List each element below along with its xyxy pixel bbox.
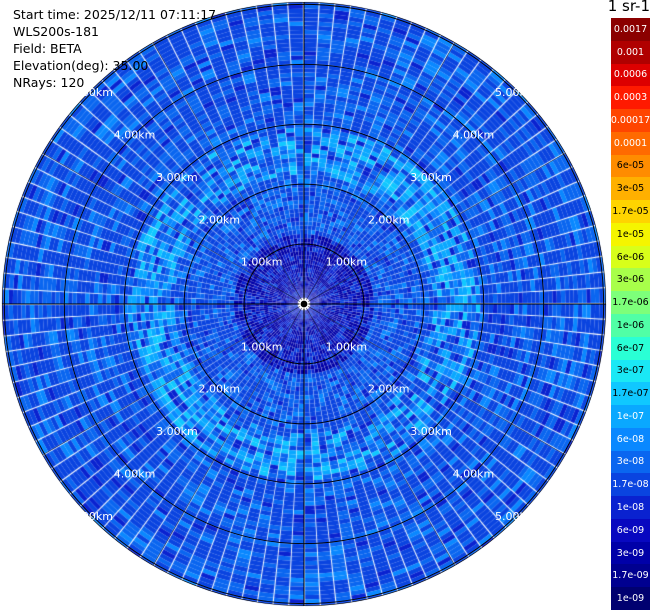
range-ring-label: 5.00km — [71, 86, 113, 99]
colorbar-tick-label: 6e-05 — [611, 154, 650, 178]
colorbar-tick-label: 0.00017 — [611, 109, 650, 132]
range-ring-label: 2.00km — [198, 213, 240, 226]
range-ring-label: 5.00km — [71, 510, 113, 523]
range-ring-label: 2.00km — [368, 213, 410, 226]
range-ring-label: 3.00km — [410, 171, 452, 184]
colorbar-tick-label: 1e-07 — [611, 405, 650, 428]
range-ring-label: 2.00km — [368, 383, 410, 396]
range-ring-label: 3.00km — [156, 425, 198, 438]
range-ring-label: 1.00km — [241, 340, 283, 353]
elevation-label: Elevation(deg): 35.00 — [13, 58, 149, 73]
colorbar-tick-label: 1e-06 — [611, 314, 650, 337]
colorbar-title: m-1 sr-1 — [608, 0, 650, 15]
colorbar-tick-label: 3e-06 — [611, 268, 650, 292]
radar-site-marker — [299, 299, 309, 309]
colorbar-tick-label: 1e-09 — [611, 587, 650, 610]
colorbar-tick-label: 1e-05 — [611, 222, 650, 246]
colorbar-tick-label: 6e-08 — [611, 427, 650, 451]
range-ring-label: 5.00km — [495, 510, 537, 523]
colorbar-tick-label: 0.0001 — [611, 131, 650, 155]
range-ring-label: 5.00km — [495, 86, 537, 99]
range-ring — [123, 123, 485, 485]
colorbar-tick-label: 0.001 — [611, 40, 650, 64]
colorbar-tick-label: 3e-07 — [611, 359, 650, 383]
nrays-label: NRays: 120 — [13, 75, 85, 90]
field-label: Field: BETA — [13, 41, 82, 56]
range-ring-label: 4.00km — [114, 467, 156, 480]
colorbar-tick-label: 3e-09 — [611, 541, 650, 565]
colorbar-tick-label: 1.7e-07 — [611, 382, 650, 406]
range-ring — [63, 63, 545, 545]
colorbar-tick-label: 1.7e-05 — [611, 200, 650, 223]
range-ring — [183, 183, 425, 425]
colorbar-tick-label: 0.0006 — [611, 63, 650, 87]
range-ring-label: 1.00km — [326, 256, 368, 269]
range-ring-label: 4.00km — [114, 129, 156, 142]
colorbar-tick-label: 3e-05 — [611, 177, 650, 201]
range-ring-label: 3.00km — [410, 425, 452, 438]
colorbar-tick-label: 6e-06 — [611, 245, 650, 269]
colorbar-tick-label: 6e-07 — [611, 336, 650, 360]
range-ring-label: 4.00km — [453, 129, 495, 142]
outer-boundary — [1, 1, 607, 607]
instrument-label: WLS200s-181 — [13, 24, 99, 39]
colorbar-tick-label: 0.0017 — [611, 18, 650, 41]
range-ring-label: 3.00km — [156, 171, 198, 184]
range-ring-label: 1.00km — [326, 340, 368, 353]
colorbar-tick-label: 1.7e-09 — [611, 564, 650, 588]
range-ring-label: 1.00km — [241, 256, 283, 269]
colorbar-tick-label: 1.7e-08 — [611, 473, 650, 497]
colorbar-tick-label: 3e-08 — [611, 450, 650, 474]
range-ring-label: 4.00km — [453, 467, 495, 480]
range-ring — [3, 3, 605, 605]
colorbar-tick-label: 1.7e-06 — [611, 291, 650, 314]
scan-info: Start time: 2025/12/11 07:11:17 WLS200s-… — [13, 6, 216, 91]
range-ring — [243, 243, 365, 365]
colorbar: 0.0017 0.001 0.0006 0.0003 0.00017 0.0001 6e-0… — [611, 18, 650, 610]
colorbar-tick-label: 6e-09 — [611, 518, 650, 542]
colorbar-tick-label: 0.0003 — [611, 86, 650, 110]
start-time-label: Start time: 2025/12/11 07:11:17 — [13, 7, 217, 22]
range-ring-label: 2.00km — [198, 383, 240, 396]
colorbar-tick-label: 1e-08 — [611, 496, 650, 519]
